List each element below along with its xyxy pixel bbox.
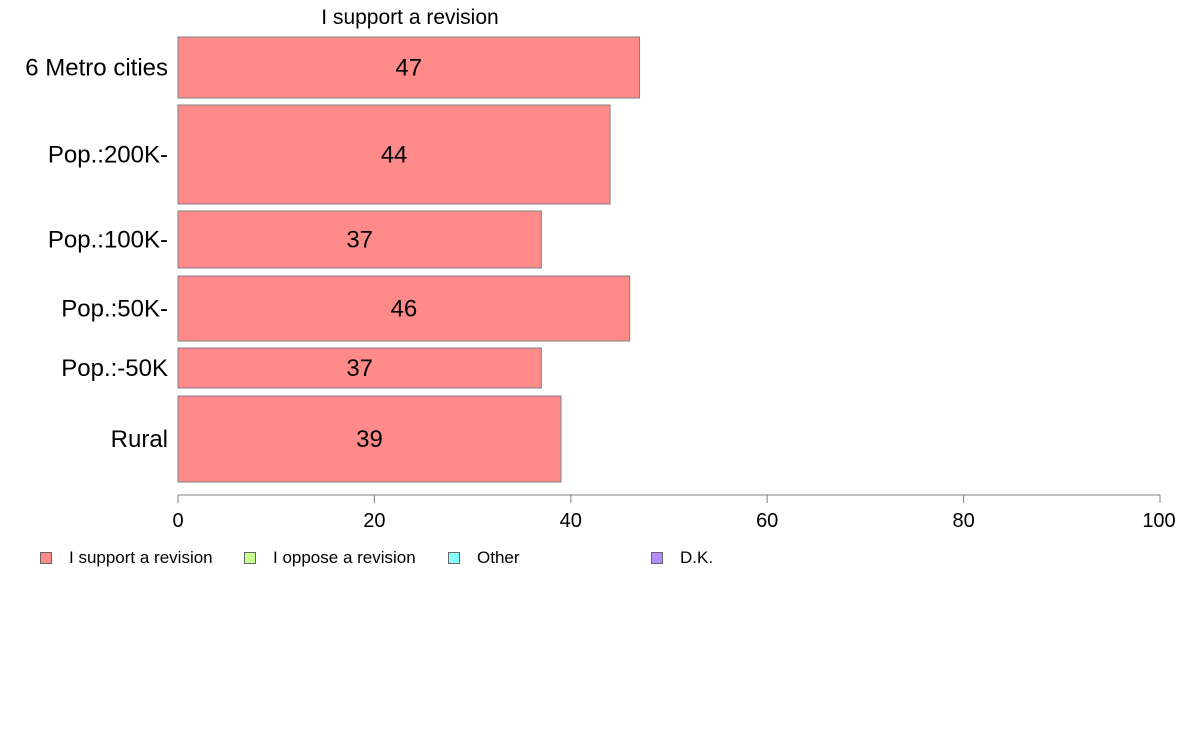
bar-pop-50k xyxy=(177,347,542,389)
category-labels-group: 6 Metro cities Pop.:200K- Pop.:100K- Pop.:5… xyxy=(25,55,168,454)
legend-item-dk: D.K. xyxy=(651,548,714,567)
data-label-pop-50k: 37 xyxy=(346,355,373,382)
category-label-6-metro-cities: 6 Metro cities xyxy=(25,55,168,82)
category-label-rural: Rural xyxy=(111,426,168,453)
x-tick-label-0: 0 xyxy=(172,510,183,532)
bar-pop-200k xyxy=(177,104,611,205)
category-label-pop-50k: Pop.:50K- xyxy=(61,296,168,323)
legend-item-other: Other xyxy=(448,548,520,567)
bar-pop-50k xyxy=(177,275,631,342)
legend-label-support: I support a revision xyxy=(69,548,213,567)
legend-item-support: I support a revision xyxy=(40,548,213,567)
x-tick-label-80: 80 xyxy=(952,510,974,532)
legend-label-other: Other xyxy=(477,548,520,567)
data-label-rural: 39 xyxy=(356,426,383,453)
legend-label-dk: D.K. xyxy=(680,548,714,567)
bar-rural xyxy=(177,395,562,483)
data-label-6-metro-cities: 47 xyxy=(395,55,422,82)
bars-group: 47 44 37 46 37 39 xyxy=(177,36,641,483)
legend-item-oppose: I oppose a revision xyxy=(244,548,416,567)
data-label-pop-50k: 46 xyxy=(391,296,418,323)
legend-swatch-oppose xyxy=(244,552,256,564)
bar-6-metro-cities xyxy=(177,36,641,99)
bar-pop-100k xyxy=(177,210,542,269)
x-tick-label-100: 100 xyxy=(1142,510,1175,532)
legend-swatch-dk xyxy=(651,552,663,564)
category-label-pop-200k: Pop.:200K- xyxy=(48,142,168,169)
x-tick-label-40: 40 xyxy=(560,510,582,532)
category-label-pop-50k: Pop.:-50K xyxy=(61,355,168,382)
x-axis: 0 20 40 60 80 100 xyxy=(172,494,1176,532)
legend-swatch-other xyxy=(448,552,460,564)
legend-label-oppose: I oppose a revision xyxy=(273,548,416,567)
x-tick-label-60: 60 xyxy=(756,510,778,532)
data-label-pop-200k: 44 xyxy=(381,142,408,169)
data-label-pop-100k: 37 xyxy=(346,227,373,254)
category-label-pop-100k: Pop.:100K- xyxy=(48,227,168,254)
legend-swatch-support xyxy=(40,552,52,564)
x-tick-label-20: 20 xyxy=(363,510,385,532)
chart-title: I support a revision xyxy=(321,6,498,29)
